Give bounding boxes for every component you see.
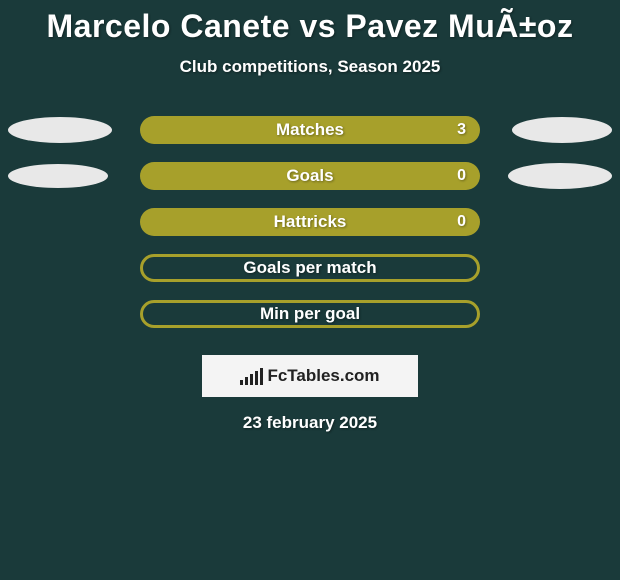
stat-row: Hattricks 0: [0, 199, 620, 245]
right-ellipse: [512, 117, 612, 143]
comparison-card: Marcelo Canete vs Pavez MuÃ±oz Club comp…: [0, 0, 620, 433]
stat-label: Min per goal: [260, 304, 360, 324]
logo: FcTables.com: [240, 366, 379, 386]
footer-date: 23 february 2025: [0, 413, 620, 433]
logo-bar: [260, 368, 263, 385]
stat-row: Goals per match: [0, 245, 620, 291]
stat-value: 0: [457, 167, 466, 185]
page-title: Marcelo Canete vs Pavez MuÃ±oz: [0, 8, 620, 45]
stat-value: 0: [457, 213, 466, 231]
stat-rows: Matches 3 Goals 0 Hattricks 0 Goals per match M…: [0, 107, 620, 337]
stat-bar: Goals per match: [140, 254, 480, 282]
logo-bar: [245, 377, 248, 385]
page-subtitle: Club competitions, Season 2025: [0, 57, 620, 77]
stat-bar: Goals 0: [140, 162, 480, 190]
stat-bar: Hattricks 0: [140, 208, 480, 236]
stat-value: 3: [457, 121, 466, 139]
stat-row: Min per goal: [0, 291, 620, 337]
logo-bar: [250, 374, 253, 385]
logo-text: FcTables.com: [267, 366, 379, 386]
right-ellipse: [508, 163, 612, 189]
stat-label: Hattricks: [274, 212, 347, 232]
logo-box: FcTables.com: [202, 355, 418, 397]
stat-row: Matches 3: [0, 107, 620, 153]
logo-bars-icon: [240, 367, 263, 385]
stat-label: Matches: [276, 120, 344, 140]
left-ellipse: [8, 164, 108, 188]
stat-bar: Matches 3: [140, 116, 480, 144]
logo-bar: [255, 371, 258, 385]
stat-label: Goals: [286, 166, 333, 186]
stat-label: Goals per match: [243, 258, 376, 278]
stat-row: Goals 0: [0, 153, 620, 199]
stat-bar: Min per goal: [140, 300, 480, 328]
logo-bar: [240, 380, 243, 385]
left-ellipse: [8, 117, 112, 143]
